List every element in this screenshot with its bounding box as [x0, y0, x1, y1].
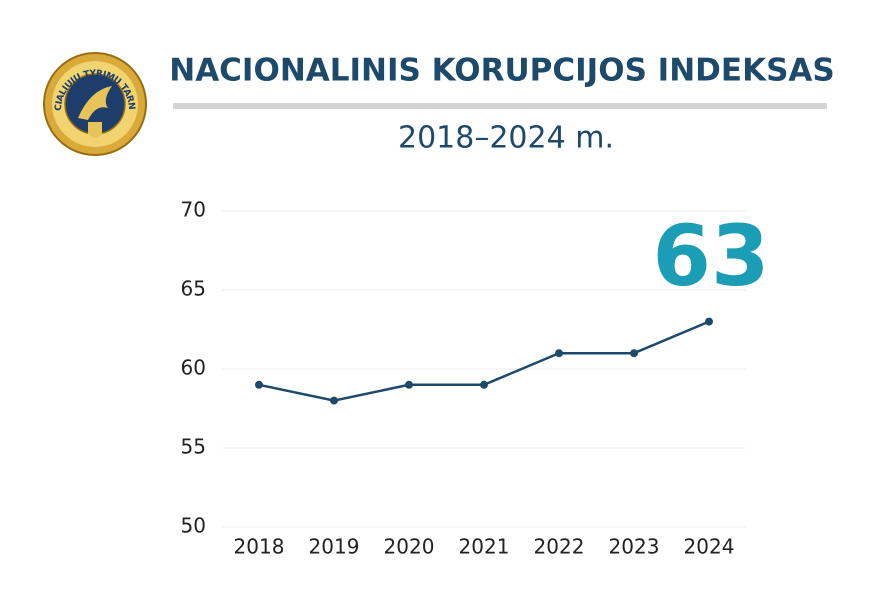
point: [555, 349, 563, 358]
y-tick-label: 50: [181, 514, 206, 538]
y-tick-label: 65: [181, 277, 206, 301]
point: [480, 380, 488, 389]
x-tick-label: 2022: [534, 535, 585, 559]
logo-shield: [88, 122, 102, 138]
chart-title: NACIONALINIS KORUPCIJOS INDEKSAS: [169, 53, 835, 89]
title-rule: [173, 103, 827, 109]
x-tick-label: 2021: [459, 535, 510, 559]
logo: SPECIALIŲJŲ TYRIMŲ TARNYBA: [0, 0, 147, 156]
chart-subtitle: 2018–2024 m.: [398, 121, 614, 156]
y-tick-label: 70: [181, 198, 206, 222]
logo-bird: [78, 86, 112, 120]
x-tick-label: 2024: [684, 535, 735, 559]
annotation: 63: [653, 207, 770, 305]
point: [405, 380, 413, 389]
x-tick-label: 2023: [609, 535, 660, 559]
x-tick-label: 2020: [384, 535, 435, 559]
point: [330, 396, 338, 405]
point: [705, 317, 713, 326]
point: [630, 349, 638, 358]
x-tick-label: 2019: [309, 535, 360, 559]
x-tick-label: 2018: [234, 535, 285, 559]
y-tick-label: 60: [181, 356, 206, 380]
y-tick-label: 55: [181, 435, 206, 459]
point: [255, 380, 263, 389]
